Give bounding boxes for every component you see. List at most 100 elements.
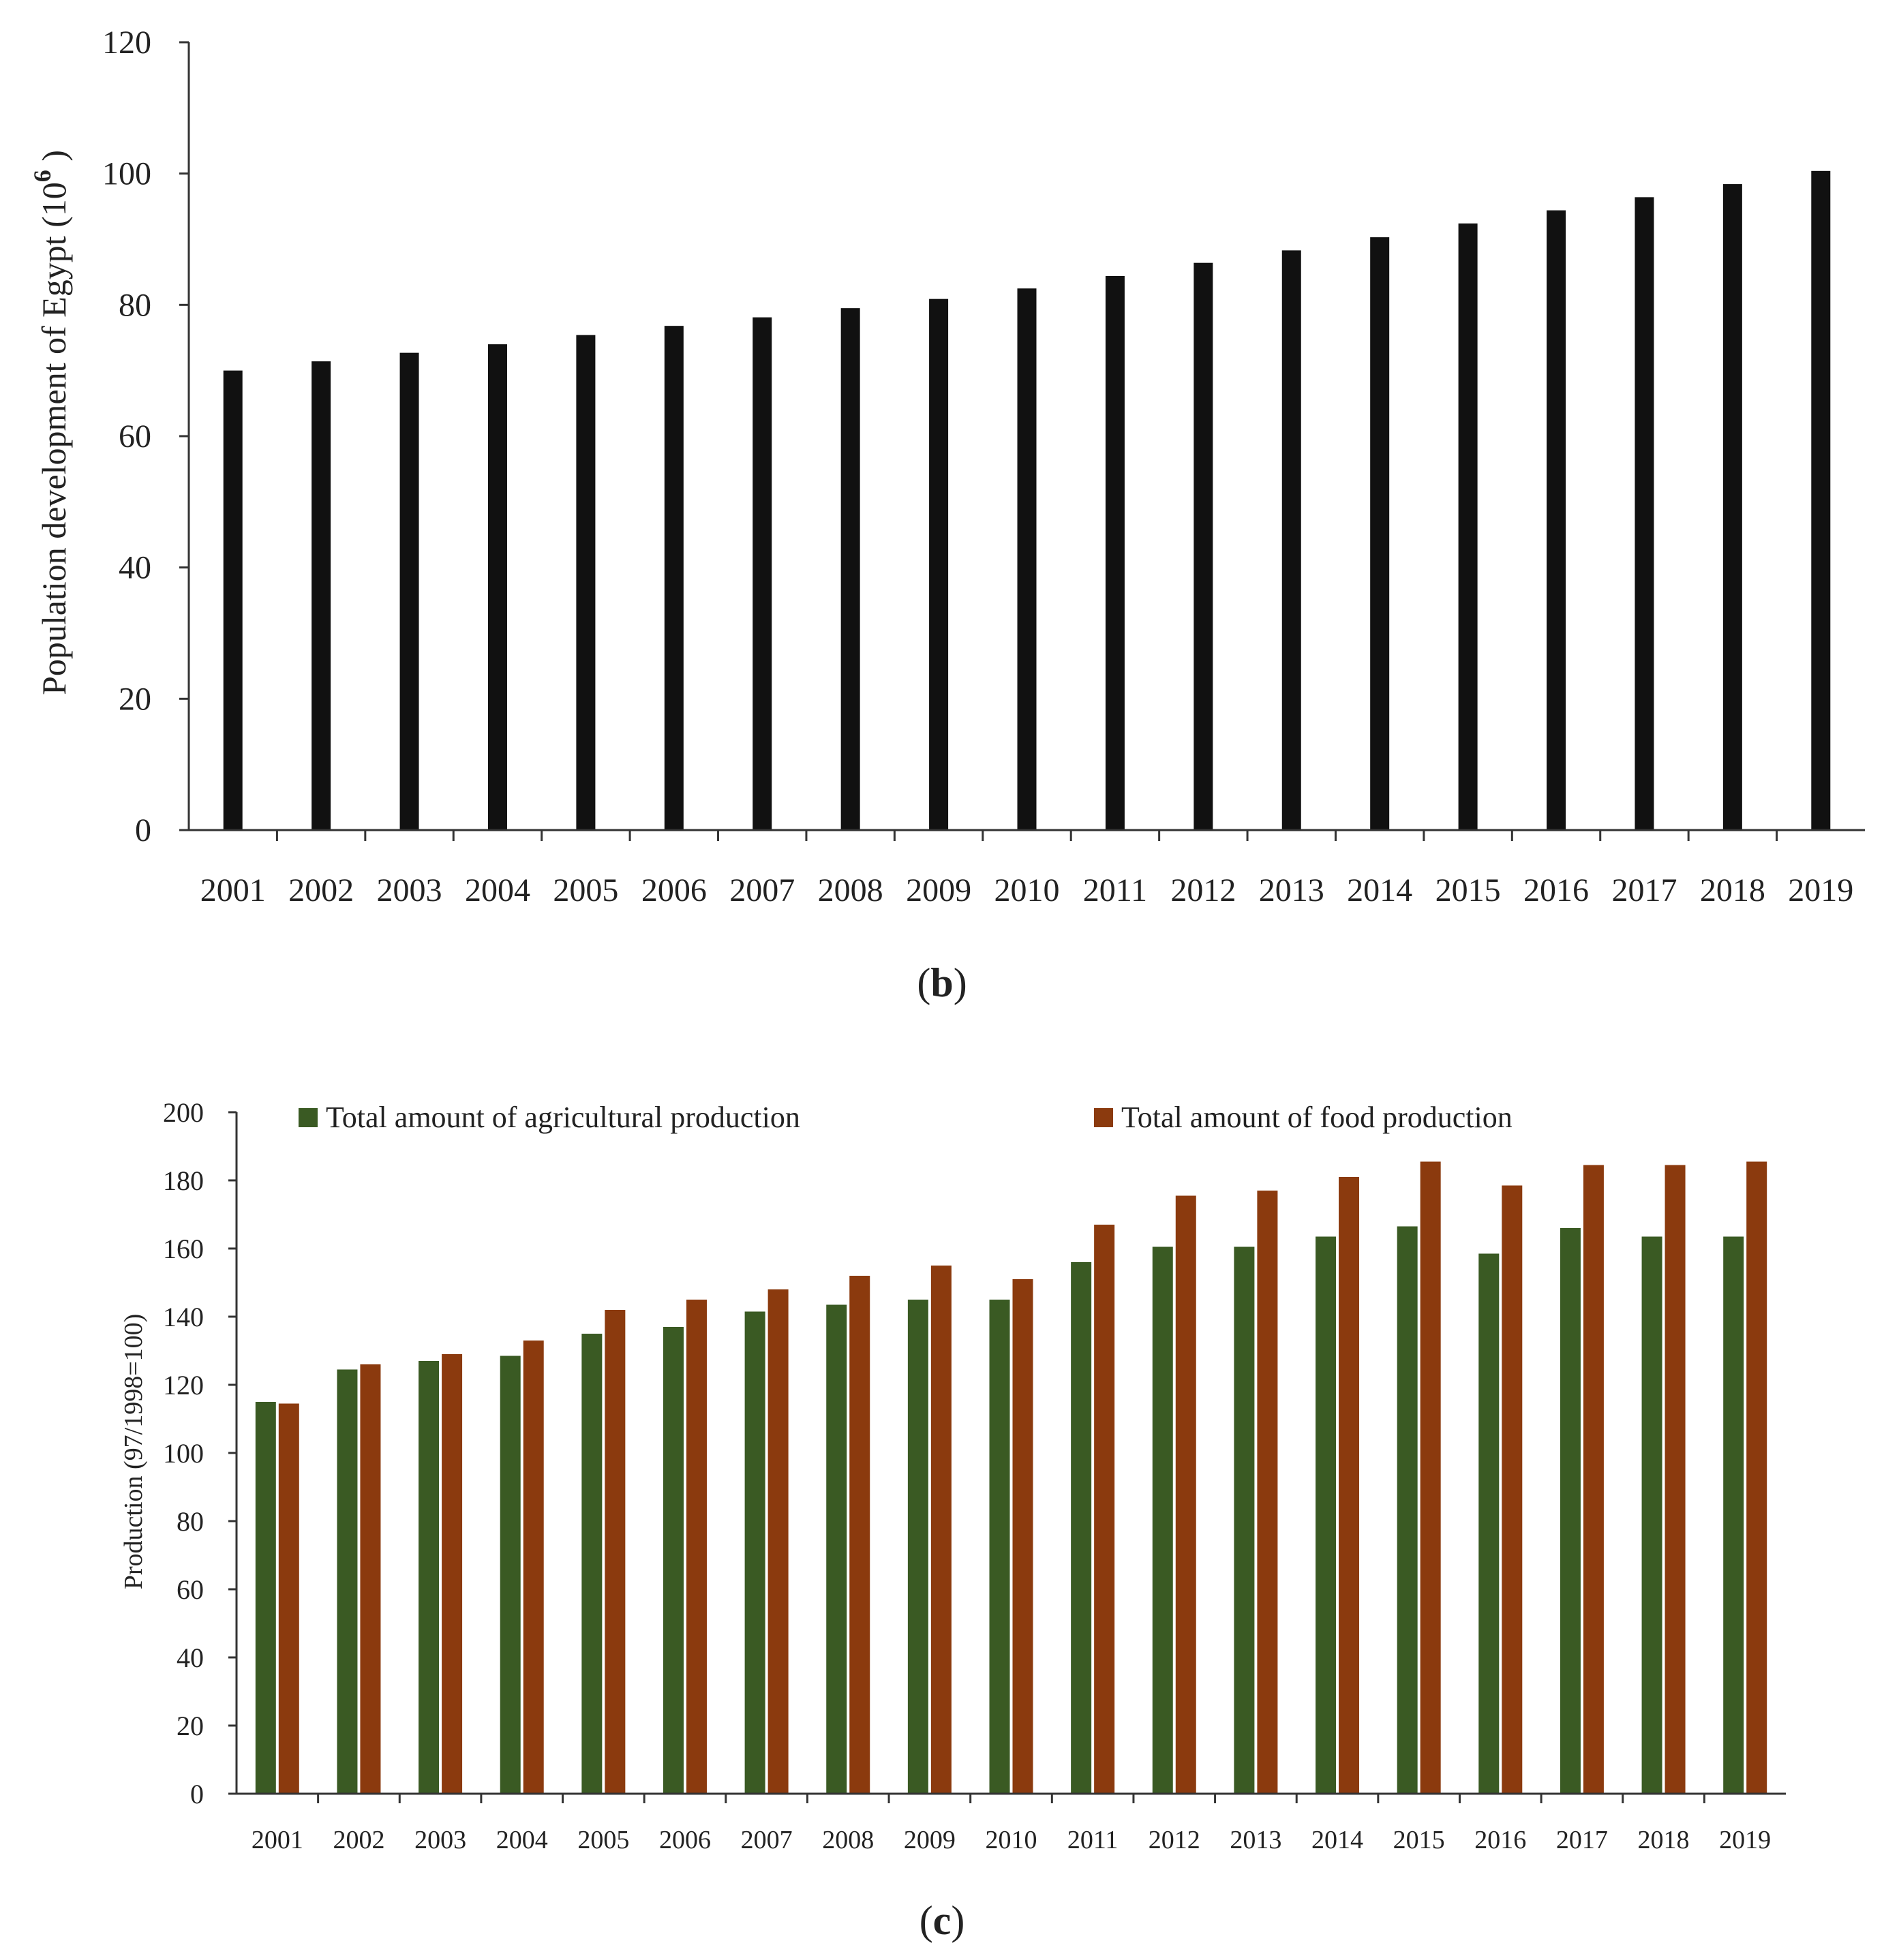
legend-swatch (299, 1108, 318, 1127)
population-bar (753, 317, 772, 830)
population-bar (223, 370, 243, 830)
population-bar (312, 361, 331, 830)
population-x-tick-label: 2012 (1170, 872, 1236, 908)
agricultural-production-bar (826, 1304, 847, 1794)
agricultural-production-bar (419, 1361, 440, 1794)
population-bars (223, 170, 1831, 831)
population-x-tick-label: 2013 (1259, 872, 1324, 908)
legend-label: Total amount of agricultural production (326, 1101, 800, 1134)
production-x-tick-label: 2019 (1719, 1826, 1771, 1854)
food-production-bar (523, 1341, 544, 1794)
legend-label: Total amount of food production (1121, 1101, 1513, 1134)
panel-label-c: (c) (920, 1898, 965, 1943)
food-production-bar (1420, 1161, 1441, 1794)
production-y-tick-label: 100 (163, 1438, 204, 1469)
production-y-axis-label: Production (97/1998=100) (119, 1314, 148, 1590)
population-y-axis-label: Population development of Egypt (106 ) (29, 150, 73, 695)
population-y-axis-label-superscript: 6 (29, 170, 56, 182)
food-production-bar (442, 1354, 463, 1794)
production-y-tick-label: 200 (163, 1097, 204, 1128)
agricultural-production-bar (989, 1300, 1010, 1794)
food-production-bar (849, 1276, 870, 1794)
population-x-tick-label: 2007 (729, 872, 795, 908)
production-x-tick-label: 2017 (1556, 1826, 1608, 1854)
population-x-tick-label: 2008 (818, 872, 883, 908)
production-x-tick-label: 2001 (252, 1826, 303, 1854)
population-x-tick-label: 2006 (641, 872, 707, 908)
panel-label-b-letter: b (930, 960, 953, 1005)
production-x-tick-label: 2007 (741, 1826, 793, 1854)
population-x-tick-label: 2016 (1523, 872, 1589, 908)
population-x-tick-label: 2009 (906, 872, 971, 908)
population-bar (576, 335, 596, 830)
population-bar (1281, 250, 1301, 830)
population-x-tick-label: 2005 (553, 872, 618, 908)
food-production-bar (930, 1266, 952, 1794)
production-y-tick-label: 40 (177, 1642, 204, 1673)
food-production-bar (768, 1289, 789, 1794)
population-x-tick-label: 2015 (1435, 872, 1501, 908)
agricultural-production-bar (1316, 1236, 1337, 1794)
agricultural-production-bar (907, 1300, 928, 1794)
population-x-tick-label: 2014 (1347, 872, 1412, 908)
production-y-axis-ticks: 0 20 40 60 80 100 120 140 160 180 200 (163, 1097, 237, 1809)
production-y-tick-label: 160 (163, 1234, 204, 1264)
population-x-tick-label: 2003 (377, 872, 442, 908)
food-production-bar (1094, 1225, 1115, 1794)
population-x-tick-label: 2017 (1611, 872, 1677, 908)
production-x-axis-ticks: 2001 2002 2003 2004 2005 2006 2007 2008 2009 2010… (252, 1794, 1771, 1854)
production-y-tick-label: 80 (177, 1506, 204, 1537)
agricultural-production-bar (500, 1356, 521, 1794)
production-x-tick-label: 2010 (986, 1826, 1037, 1854)
food-production-bar (1012, 1279, 1033, 1794)
agricultural-production-bar (1478, 1253, 1500, 1794)
production-x-tick-label: 2011 (1067, 1826, 1119, 1854)
population-x-tick-label: 2004 (465, 872, 530, 908)
production-x-tick-label: 2008 (822, 1826, 874, 1854)
population-y-tick-label: 80 (119, 287, 151, 323)
population-y-tick-label: 0 (135, 812, 151, 848)
production-x-tick-label: 2016 (1474, 1826, 1526, 1854)
population-y-axis-label-suffix: ) (35, 150, 73, 170)
population-bar (399, 352, 419, 830)
population-y-tick-label: 120 (102, 25, 151, 61)
population-chart: 0 20 40 60 80 100 120 2001 2002 2003 2004 2005 2006… (29, 25, 1865, 1005)
population-y-tick-label: 60 (119, 418, 151, 455)
population-bar (487, 344, 507, 831)
food-production-bar (686, 1300, 707, 1794)
production-x-tick-label: 2006 (659, 1826, 711, 1854)
food-production-bar (1257, 1191, 1278, 1794)
production-x-tick-label: 2003 (414, 1826, 466, 1854)
food-production-bar (605, 1310, 626, 1794)
production-x-tick-label: 2014 (1311, 1826, 1363, 1854)
production-x-tick-label: 2018 (1638, 1826, 1690, 1854)
production-x-tick-label: 2004 (496, 1826, 548, 1854)
food-production-bar (1502, 1185, 1523, 1794)
population-bar (1194, 262, 1213, 830)
food-production-bar (1175, 1195, 1196, 1794)
production-chart: 0 20 40 60 80 100 120 140 160 180 200 2001 2002 2003… (119, 1097, 1786, 1943)
production-y-tick-label: 140 (163, 1302, 204, 1332)
production-y-tick-label: 120 (163, 1370, 204, 1400)
production-x-tick-label: 2005 (577, 1826, 629, 1854)
population-y-tick-label: 20 (119, 681, 151, 717)
population-y-tick-label: 40 (119, 550, 151, 586)
panel-label-b: (b) (917, 960, 967, 1005)
agricultural-production-bar (1560, 1228, 1581, 1794)
population-x-tick-label: 2002 (288, 872, 354, 908)
production-x-tick-label: 2009 (904, 1826, 956, 1854)
population-bar (840, 308, 860, 830)
population-y-tick-label: 100 (102, 156, 151, 192)
production-x-tick-label: 2012 (1149, 1826, 1200, 1854)
production-y-tick-label: 0 (190, 1779, 204, 1809)
panel-label-c-letter: c (933, 1898, 952, 1943)
population-bar (1458, 223, 1478, 830)
production-x-tick-label: 2002 (333, 1826, 384, 1854)
agricultural-production-bar (663, 1327, 684, 1794)
food-production-bar (1583, 1165, 1604, 1794)
production-bars (255, 1161, 1767, 1794)
agricultural-production-bar (581, 1334, 603, 1794)
food-production-bar (360, 1364, 381, 1794)
population-x-tick-label: 2011 (1083, 872, 1147, 908)
